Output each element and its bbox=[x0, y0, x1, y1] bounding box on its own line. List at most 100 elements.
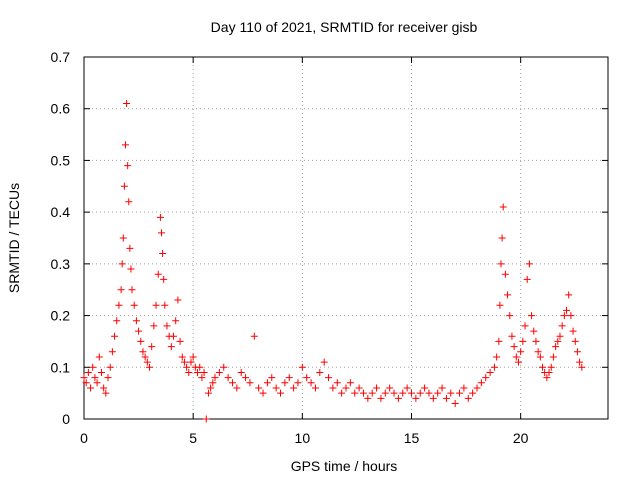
data-point bbox=[137, 337, 145, 345]
data-point bbox=[139, 348, 147, 356]
data-point bbox=[525, 260, 533, 268]
data-point bbox=[549, 353, 557, 361]
y-tick-label: 0.7 bbox=[51, 49, 71, 65]
tick-marks bbox=[83, 56, 608, 420]
data-point bbox=[180, 358, 188, 366]
data-point bbox=[403, 384, 411, 392]
data-point bbox=[100, 384, 108, 392]
data-point bbox=[187, 358, 195, 366]
data-point bbox=[556, 332, 564, 340]
data-point bbox=[534, 348, 542, 356]
data-points bbox=[80, 100, 586, 423]
data-point bbox=[91, 374, 99, 382]
data-point bbox=[174, 296, 182, 304]
data-point bbox=[307, 379, 315, 387]
data-point bbox=[316, 368, 324, 376]
data-point bbox=[490, 363, 498, 371]
data-point bbox=[198, 374, 206, 382]
data-point bbox=[156, 213, 164, 221]
data-point bbox=[408, 389, 415, 397]
data-point bbox=[377, 394, 385, 402]
data-point bbox=[558, 322, 566, 330]
data-point bbox=[578, 363, 586, 371]
data-point bbox=[204, 389, 212, 397]
data-point bbox=[530, 327, 538, 335]
data-point bbox=[386, 384, 394, 392]
data-point bbox=[519, 337, 527, 345]
data-point bbox=[120, 182, 128, 190]
data-point bbox=[576, 358, 584, 366]
data-point bbox=[113, 317, 121, 325]
data-point bbox=[143, 358, 151, 366]
x-tick-label: 20 bbox=[513, 430, 529, 446]
data-point bbox=[298, 363, 306, 371]
data-point bbox=[434, 389, 442, 397]
data-point bbox=[207, 384, 215, 392]
y-axis-label: SRMTID / TECUs bbox=[6, 183, 22, 293]
data-point bbox=[84, 368, 92, 376]
y-tick-label: 0.4 bbox=[51, 204, 71, 220]
data-point bbox=[259, 389, 267, 397]
data-point bbox=[368, 389, 376, 397]
data-point bbox=[421, 384, 429, 392]
data-point bbox=[246, 379, 254, 387]
data-point bbox=[158, 229, 166, 237]
data-point bbox=[495, 337, 503, 345]
data-point bbox=[268, 374, 276, 382]
data-point bbox=[224, 374, 232, 382]
data-point bbox=[338, 389, 346, 397]
data-point bbox=[510, 343, 518, 351]
data-point bbox=[281, 379, 289, 387]
data-point bbox=[442, 394, 450, 402]
data-point bbox=[242, 374, 250, 382]
data-point bbox=[159, 250, 167, 258]
data-point bbox=[469, 389, 477, 397]
data-point bbox=[499, 203, 507, 211]
data-point bbox=[172, 317, 180, 325]
data-point bbox=[547, 363, 555, 371]
data-point bbox=[118, 260, 126, 268]
data-point bbox=[528, 312, 536, 320]
y-tick-label: 0.6 bbox=[51, 101, 71, 117]
data-point bbox=[178, 353, 186, 361]
data-point bbox=[117, 286, 125, 294]
data-point bbox=[508, 332, 516, 340]
data-point bbox=[521, 322, 529, 330]
data-point bbox=[150, 322, 158, 330]
data-point bbox=[211, 374, 219, 382]
data-point bbox=[460, 384, 468, 392]
data-point bbox=[209, 379, 217, 387]
chart-title: Day 110 of 2021, SRMTID for receiver gis… bbox=[211, 19, 478, 35]
data-point bbox=[325, 374, 333, 382]
data-point bbox=[543, 374, 551, 382]
data-point bbox=[571, 337, 579, 345]
data-point bbox=[464, 394, 472, 402]
data-point bbox=[514, 358, 522, 366]
data-point bbox=[263, 379, 271, 387]
data-point bbox=[294, 379, 302, 387]
data-point bbox=[447, 389, 455, 397]
data-point bbox=[152, 301, 160, 309]
data-point bbox=[473, 384, 481, 392]
data-point bbox=[346, 379, 354, 387]
data-point bbox=[554, 337, 562, 345]
data-point bbox=[523, 275, 531, 283]
data-point bbox=[290, 384, 298, 392]
data-point bbox=[185, 368, 193, 376]
data-point bbox=[93, 379, 101, 387]
data-point bbox=[123, 100, 131, 108]
data-point bbox=[425, 389, 433, 397]
data-point bbox=[215, 368, 223, 376]
y-tick-label: 0.2 bbox=[51, 308, 71, 324]
data-point bbox=[493, 353, 501, 361]
data-point bbox=[486, 368, 494, 376]
data-point bbox=[565, 291, 573, 299]
data-point bbox=[498, 234, 506, 242]
data-point bbox=[194, 368, 202, 376]
data-point bbox=[233, 384, 241, 392]
data-point bbox=[504, 291, 512, 299]
y-tick-label: 0.3 bbox=[51, 256, 71, 272]
data-point bbox=[115, 301, 123, 309]
data-point bbox=[552, 343, 560, 351]
data-point bbox=[563, 306, 571, 314]
